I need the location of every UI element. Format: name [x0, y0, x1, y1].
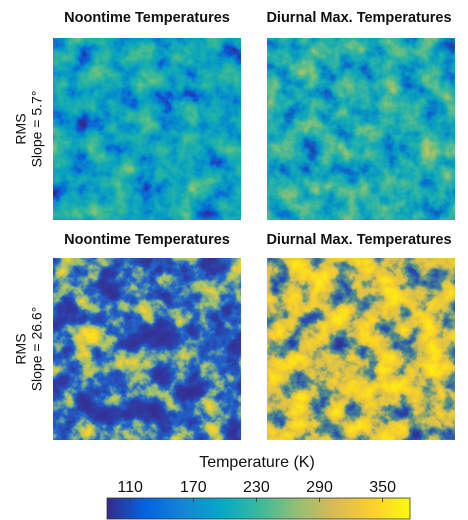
panel-title: Noontime Temperatures [64, 232, 230, 248]
row-label: Slope = 5.7° [29, 91, 45, 168]
temperature-map [53, 38, 241, 220]
temperature-map [267, 258, 455, 440]
colorbar-tick-label: 110 [117, 479, 143, 496]
row-label: Slope = 26.6° [29, 307, 45, 392]
colorbar-tick-label: 290 [306, 479, 333, 496]
row-label: RMS [13, 333, 29, 364]
colorbar-tick-label: 170 [180, 479, 207, 496]
colorbar-tick-label: 230 [243, 479, 270, 496]
temperature-map [53, 258, 241, 440]
colorbar-tick-label: 350 [369, 479, 396, 496]
panel-title: Diurnal Max. Temperatures [266, 10, 451, 26]
colorbar [106, 497, 411, 520]
panel-title: Diurnal Max. Temperatures [266, 232, 451, 248]
colorbar-label: Temperature (K) [199, 454, 315, 471]
row-label: RMS [13, 113, 29, 144]
panel-title: Noontime Temperatures [64, 10, 230, 26]
temperature-map [267, 38, 455, 220]
